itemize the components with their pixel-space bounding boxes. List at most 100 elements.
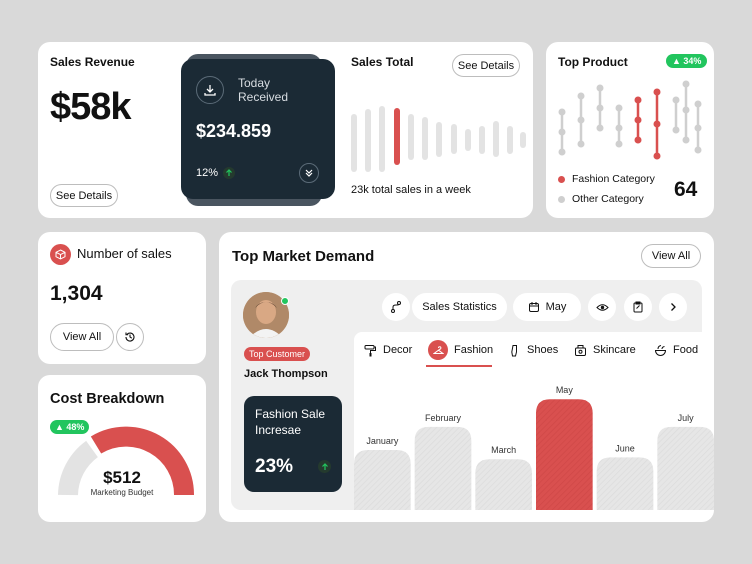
dot xyxy=(682,80,690,88)
branch-icon[interactable] xyxy=(382,293,410,321)
dot xyxy=(596,84,604,92)
customer-name: Jack Thompson xyxy=(244,368,328,380)
shoe-icon xyxy=(511,344,517,356)
top-market-card: Top Market Demand View All Top Customer … xyxy=(219,232,714,522)
sales-total-wave-chart xyxy=(351,106,526,172)
dot xyxy=(615,140,623,148)
avatar xyxy=(243,292,289,338)
month-label: May xyxy=(545,301,567,313)
clipboard-icon[interactable] xyxy=(624,293,652,321)
other-legend-dot xyxy=(558,196,565,203)
number-of-sales-card: Number of sales 1,304 View All xyxy=(38,232,206,364)
fashion-sale-card: Fashion Sale Incresae 23% xyxy=(244,396,342,492)
wave-bar xyxy=(465,129,471,151)
food-bowl-icon xyxy=(654,344,667,356)
fashion-sale-label-1: Fashion Sale xyxy=(255,407,326,421)
tab-food[interactable]: Food xyxy=(654,340,698,360)
bar-label-may: May xyxy=(556,385,574,395)
dot xyxy=(694,146,702,154)
tab-fashion-underline xyxy=(426,365,492,367)
tab-decor-label: Decor xyxy=(383,344,413,356)
history-icon[interactable] xyxy=(116,323,144,351)
legend-other: Other Category xyxy=(572,193,644,205)
calendar-icon xyxy=(528,302,539,312)
market-demand-chart: January February March May June July xyxy=(354,385,714,510)
tab-skincare[interactable]: Skincare xyxy=(574,340,636,360)
sales-total-details-button[interactable]: See Details xyxy=(452,54,520,77)
sales-revenue-details-button[interactable]: See Details xyxy=(50,184,118,207)
dot xyxy=(672,96,680,104)
bar-july[interactable] xyxy=(657,426,714,510)
dot xyxy=(694,124,702,132)
top-market-view-all-button[interactable]: View All xyxy=(641,244,701,268)
sales-statistics-button[interactable]: Sales Statistics xyxy=(412,293,507,321)
number-of-sales-value: 1,304 xyxy=(50,282,103,305)
today-received-label-1: Today xyxy=(238,76,271,90)
dot xyxy=(615,124,623,132)
dot xyxy=(596,104,604,112)
bar-label-january: January xyxy=(366,436,399,446)
eye-icon[interactable] xyxy=(588,293,616,321)
chevron-right-icon[interactable] xyxy=(659,293,687,321)
wave-bar xyxy=(507,126,513,154)
tab-fashion-label: Fashion xyxy=(454,344,494,356)
bar-march[interactable] xyxy=(475,459,532,510)
bar-label-july: July xyxy=(678,413,695,423)
dot xyxy=(615,104,623,112)
wave-bar xyxy=(379,106,385,172)
download-icon[interactable] xyxy=(196,76,224,104)
arrow-up-icon xyxy=(318,460,331,473)
online-status-dot xyxy=(281,297,289,305)
number-of-sales-view-all-button[interactable]: View All xyxy=(50,323,114,351)
tab-shoes-label: Shoes xyxy=(527,344,559,356)
tab-decor[interactable]: Decor xyxy=(364,340,412,360)
wave-bar xyxy=(479,126,485,154)
cost-gauge xyxy=(58,426,195,496)
top-product-badge: ▲ 34% xyxy=(666,54,708,68)
category-tabs xyxy=(354,332,714,368)
month-selector[interactable]: May xyxy=(513,293,581,321)
dot xyxy=(577,92,585,100)
dot xyxy=(682,106,690,114)
sales-revenue-value: $58k xyxy=(50,86,132,128)
tab-fashion[interactable]: Fashion xyxy=(428,338,493,362)
dot xyxy=(634,96,642,104)
dot xyxy=(558,108,566,116)
number-of-sales-title: Number of sales xyxy=(77,246,172,261)
cost-breakdown-title: Cost Breakdown xyxy=(50,391,165,407)
dot xyxy=(653,152,661,160)
hanger-icon xyxy=(428,340,448,360)
wave-bar xyxy=(422,117,428,160)
tab-shoes[interactable]: Shoes xyxy=(509,340,558,360)
tab-food-label: Food xyxy=(673,344,699,356)
bar-june[interactable] xyxy=(596,457,654,510)
bar-label-february: February xyxy=(425,413,462,423)
dot xyxy=(558,128,566,136)
wave-bar xyxy=(520,132,526,148)
wave-bar xyxy=(351,114,357,172)
bar-february[interactable] xyxy=(414,426,472,510)
dot xyxy=(672,126,680,134)
top-product-dot-chart xyxy=(558,80,702,160)
top-product-card: Top Product ▲ 34% Fashion Category Other… xyxy=(546,42,714,218)
dot xyxy=(634,136,642,144)
chevrons-down-icon[interactable] xyxy=(299,163,319,183)
dot xyxy=(558,148,566,156)
wave-bar xyxy=(436,122,442,157)
arrow-up-icon xyxy=(223,167,235,179)
chart-area xyxy=(354,368,714,510)
top-product-title: Top Product xyxy=(558,55,628,69)
fashion-sale-label-2: Incresae xyxy=(255,423,302,437)
dot xyxy=(577,140,585,148)
today-received-value: $234.859 xyxy=(196,121,272,141)
dot xyxy=(682,136,690,144)
gauge-fill xyxy=(90,426,195,496)
today-received-card: Today Received $234.859 12% xyxy=(181,59,335,199)
cost-breakdown-card: Cost Breakdown ▲ 48% $512 Marketing Budg… xyxy=(38,375,206,522)
today-received-label-2: Received xyxy=(238,90,289,104)
top-customer-badge: Top Customer xyxy=(244,347,311,361)
wave-bar-highlight xyxy=(394,108,400,165)
bar-january[interactable] xyxy=(354,450,411,510)
fashion-legend-dot xyxy=(558,176,565,183)
bar-may[interactable] xyxy=(536,399,593,510)
